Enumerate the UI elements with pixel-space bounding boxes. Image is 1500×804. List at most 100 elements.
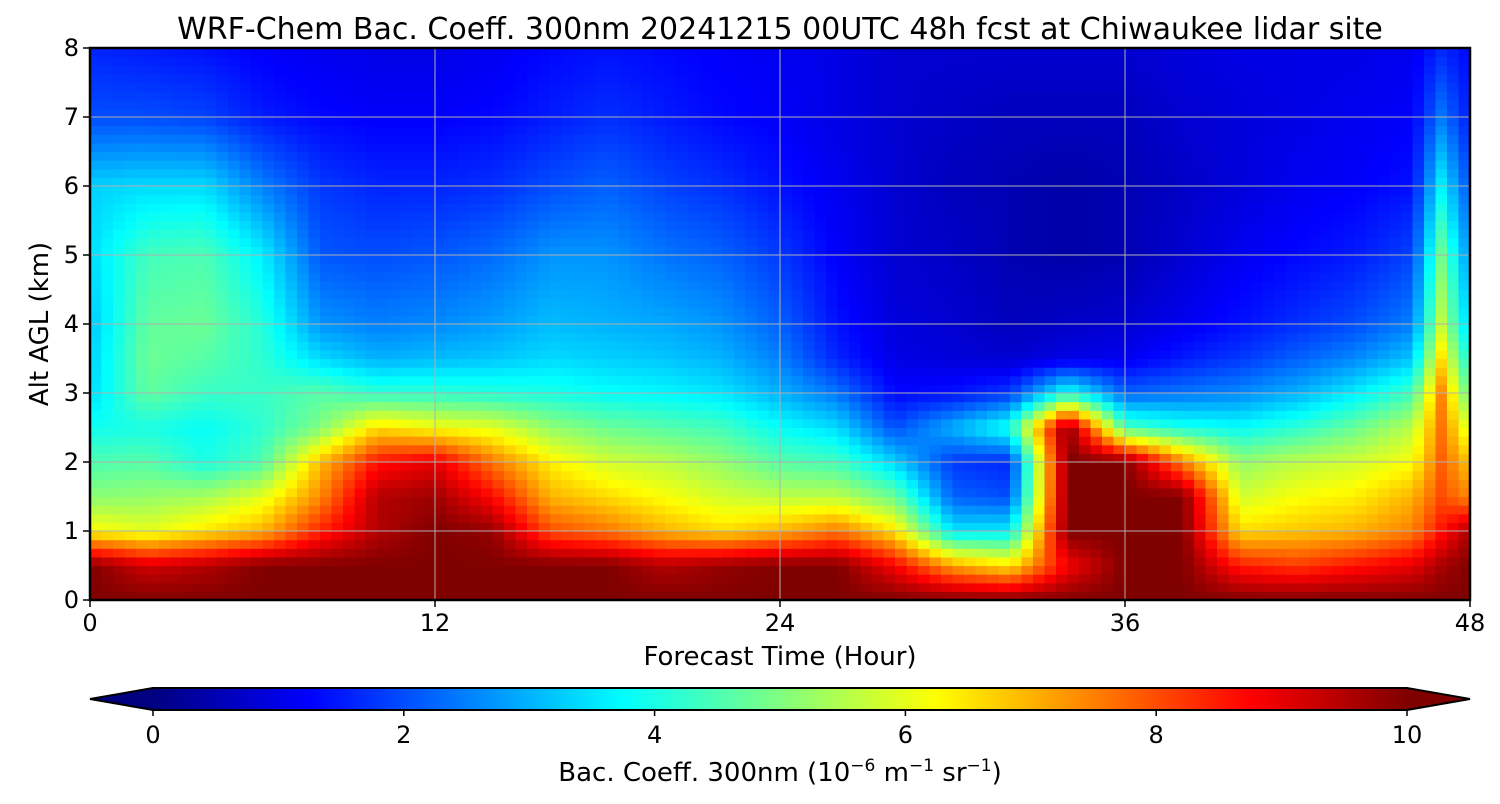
heatmap-cell (838, 134, 850, 143)
heatmap-cell (435, 367, 447, 376)
heatmap-cell (297, 540, 309, 549)
heatmap-cell (849, 488, 861, 497)
heatmap-cell (504, 290, 516, 299)
heatmap-cell (136, 246, 148, 255)
heatmap-cell (930, 134, 942, 143)
heatmap-cell (125, 333, 137, 342)
heatmap-cell (309, 531, 321, 540)
heatmap-cell (148, 117, 160, 126)
heatmap-cell (378, 152, 390, 161)
heatmap-cell (918, 290, 930, 299)
heatmap-cell (838, 281, 850, 290)
heatmap-cell (723, 531, 735, 540)
heatmap-cell (148, 229, 160, 238)
heatmap-cell (596, 229, 608, 238)
heatmap-cell (470, 83, 482, 92)
heatmap-cell (90, 57, 102, 66)
heatmap-cell (263, 203, 275, 212)
heatmap-cell (286, 48, 298, 57)
heatmap-cell (297, 108, 309, 117)
heatmap-cell (125, 91, 137, 100)
heatmap-cell (527, 152, 539, 161)
heatmap-cell (309, 436, 321, 445)
heatmap-cell (90, 117, 102, 126)
heatmap-cell (504, 48, 516, 57)
heatmap-cell (493, 186, 505, 195)
heatmap-cell (481, 246, 493, 255)
heatmap-cell (355, 522, 367, 531)
heatmap-cell (251, 428, 263, 437)
heatmap-cell (378, 497, 390, 506)
heatmap-cell (734, 333, 746, 342)
heatmap-cell (228, 255, 240, 264)
heatmap-cell (849, 462, 861, 471)
heatmap-cell (550, 152, 562, 161)
heatmap-cell (688, 272, 700, 281)
heatmap-cell (792, 376, 804, 385)
heatmap-cell (297, 453, 309, 462)
heatmap-cell (608, 203, 620, 212)
heatmap-cell (228, 117, 240, 126)
heatmap-cell (435, 229, 447, 238)
heatmap-cell (895, 169, 907, 178)
heatmap-cell (550, 531, 562, 540)
heatmap-cell (930, 307, 942, 316)
heatmap-cell (631, 229, 643, 238)
heatmap-cell (849, 566, 861, 575)
heatmap-cell (251, 471, 263, 480)
heatmap-cell (849, 255, 861, 264)
heatmap-cell (780, 583, 792, 592)
heatmap-cell (550, 574, 562, 583)
heatmap-cell (159, 57, 171, 66)
heatmap-cell (631, 272, 643, 281)
heatmap-cell (539, 419, 551, 428)
heatmap-cell (125, 195, 137, 204)
heatmap-cell (516, 246, 528, 255)
heatmap-cell (286, 212, 298, 221)
heatmap-cell (527, 281, 539, 290)
heatmap-cell (780, 324, 792, 333)
heatmap-cell (493, 350, 505, 359)
heatmap-cell (309, 57, 321, 66)
heatmap-cell (332, 324, 344, 333)
heatmap-cell (826, 57, 838, 66)
heatmap-cell (769, 522, 781, 531)
heatmap-cell (171, 169, 183, 178)
heatmap-cell (688, 453, 700, 462)
heatmap-cell (412, 419, 424, 428)
heatmap-cell (619, 134, 631, 143)
heatmap-cell (964, 229, 976, 238)
heatmap-cell (136, 522, 148, 531)
heatmap-cell (792, 57, 804, 66)
heatmap-cell (263, 376, 275, 385)
heatmap-cell (953, 203, 965, 212)
heatmap-cell (803, 281, 815, 290)
heatmap-cell (136, 479, 148, 488)
heatmap-cell (401, 548, 413, 557)
heatmap-cell (884, 410, 896, 419)
heatmap-cell (228, 203, 240, 212)
heatmap-cell (964, 333, 976, 342)
heatmap-cell (504, 177, 516, 186)
heatmap-cell (274, 566, 286, 575)
heatmap-cell (401, 393, 413, 402)
heatmap-cell (90, 143, 102, 152)
heatmap-cell (953, 384, 965, 393)
heatmap-cell (297, 566, 309, 575)
heatmap-cell (194, 574, 206, 583)
heatmap-cell (631, 169, 643, 178)
heatmap-cell (849, 48, 861, 57)
heatmap-cell (332, 384, 344, 393)
heatmap-cell (907, 376, 919, 385)
heatmap-cell (424, 359, 436, 368)
heatmap-cell (677, 548, 689, 557)
heatmap-cell (527, 195, 539, 204)
heatmap-cell (205, 134, 217, 143)
heatmap-cell (90, 203, 102, 212)
heatmap-cell (320, 497, 332, 506)
heatmap-cell (964, 479, 976, 488)
heatmap-cell (504, 143, 516, 152)
heatmap-cell (205, 298, 217, 307)
heatmap-cell (642, 583, 654, 592)
heatmap-cell (251, 341, 263, 350)
